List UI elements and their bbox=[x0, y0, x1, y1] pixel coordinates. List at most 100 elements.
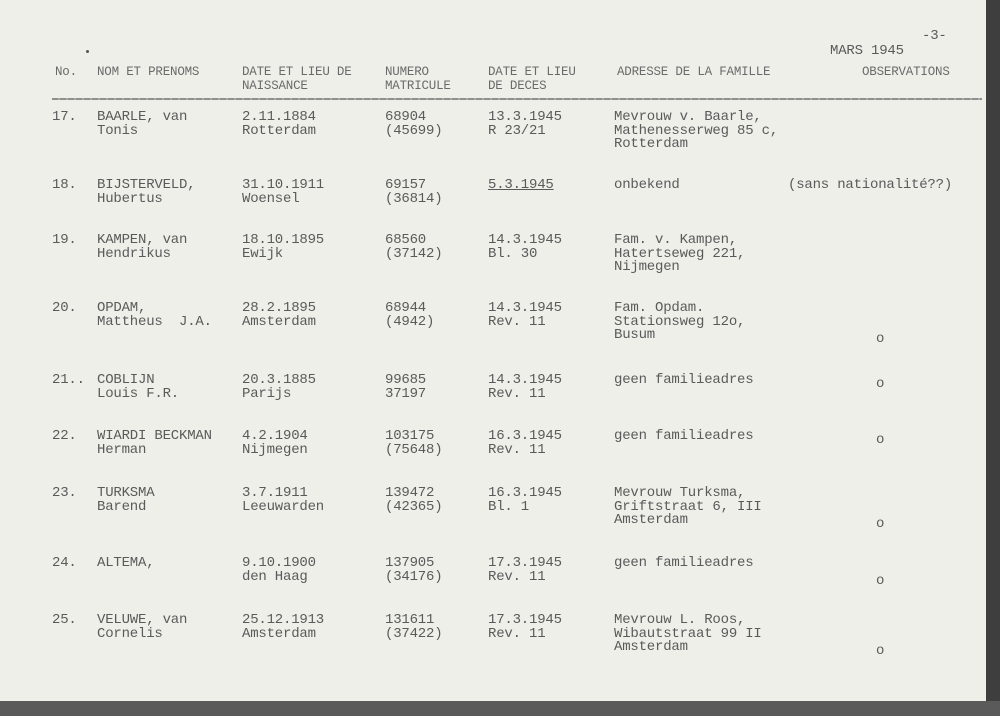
address-line: Amsterdam bbox=[614, 639, 688, 655]
cell-death: 17.3.1945 Rev. 11 bbox=[488, 612, 562, 642]
header-observations: OBSERVATIONS bbox=[862, 65, 950, 79]
cell-birth: 9.10.1900 den Haag bbox=[242, 556, 316, 585]
death-line: Rev. 11 bbox=[488, 625, 546, 642]
address-line: onbekend bbox=[614, 177, 680, 193]
header-address: ADRESSE DE LA FAMILLE bbox=[617, 65, 771, 79]
birth-line: Amsterdam bbox=[242, 313, 316, 330]
matricule-line: 68904 bbox=[385, 109, 427, 125]
birth-line: Parijs bbox=[242, 385, 292, 402]
cell-address: Fam. v. Kampen, Hatertseweg 221, Nijmegen bbox=[614, 232, 745, 275]
matricule-line: (4942) bbox=[385, 313, 435, 330]
cell-birth: 28.2.1895 Amsterdam bbox=[242, 301, 316, 330]
birth-line: Nijmegen bbox=[242, 441, 308, 458]
address-line: Mevrouw v. Baarle, bbox=[614, 109, 762, 125]
cell-address: geen familieadres bbox=[614, 555, 754, 571]
cell-name: BAARLE, van Tonis bbox=[97, 109, 188, 138]
cell-matricule: 69157 (36814) bbox=[385, 177, 443, 207]
cell-no: 18. bbox=[52, 177, 77, 193]
cell-address: geen familieadres bbox=[614, 373, 754, 388]
header-death: DATE ET LIEU DE DECES bbox=[488, 65, 576, 93]
cell-birth: 18.10.1895 Ewijk bbox=[242, 232, 325, 261]
cell-name: TURKSMA Barend bbox=[97, 486, 155, 514]
cell-name: KAMPEN, van Hendrikus bbox=[97, 233, 187, 262]
death-line: 13.3.1945 bbox=[488, 109, 562, 125]
address-line: geen familieadres bbox=[614, 555, 754, 571]
birth-line: Woensel bbox=[242, 190, 300, 207]
cell-matricule: 103175 (75648) bbox=[385, 429, 443, 458]
death-line: 16.3.1945 bbox=[488, 428, 562, 444]
table-row: 17. BAARLE, van Tonis 2.11.1884 Rotterdam 689… bbox=[0, 109, 986, 171]
cell-matricule: 68904 (45699) bbox=[385, 109, 443, 138]
death-line: 5.3.1945 bbox=[488, 177, 554, 193]
death-line: Rev. 11 bbox=[488, 441, 546, 458]
death-line: 17.3.1945 bbox=[488, 612, 562, 628]
birth-line: 20.3.1885 bbox=[242, 372, 316, 388]
cell-matricule: 137905 (34176) bbox=[385, 555, 443, 585]
birth-line: Leeuwarden bbox=[242, 498, 325, 515]
matricule-line: (34176) bbox=[385, 568, 443, 585]
name-line: VELUWE, van bbox=[97, 612, 188, 628]
death-line: 16.3.1945 bbox=[488, 485, 562, 501]
table-row: 23. TURKSMA Barend 3.7.1911 Leeuwarden 139472… bbox=[0, 485, 986, 547]
header-no: No. bbox=[55, 65, 77, 79]
page-number: -3- bbox=[922, 28, 947, 44]
name-line: Louis F.R. bbox=[97, 385, 180, 402]
cell-no: 25. bbox=[52, 612, 77, 628]
name-line: Cornelis bbox=[97, 625, 163, 642]
birth-line: 4.2.1904 bbox=[242, 428, 308, 444]
table-row: 25. VELUWE, van Cornelis 25.12.1913 Amsterda… bbox=[0, 612, 986, 674]
cell-death: 17.3.1945 Rev. 11 bbox=[488, 556, 562, 584]
cell-birth: 20.3.1885 Parijs bbox=[242, 372, 316, 402]
cell-name: ALTEMA, bbox=[97, 555, 155, 571]
cell-death: 14.3.1945 Rev. 11 bbox=[488, 301, 562, 330]
address-line: Mathenesserweg 85 c, bbox=[614, 122, 779, 139]
document-page: -3- MARS 1945 No. NOM ET PRENOMS DATE ET… bbox=[0, 0, 986, 701]
address-line: Fam. v. Kampen, bbox=[614, 232, 738, 248]
table-row: 19. KAMPEN, van Hendrikus 18.10.1895 Ewijk 68… bbox=[0, 232, 986, 294]
address-line: Busum bbox=[614, 327, 656, 343]
cell-matricule: 68560 (37142) bbox=[385, 233, 443, 261]
header-birth: DATE ET LIEU DE NAISSANCE bbox=[242, 65, 352, 93]
cell-birth: 4.2.1904 Nijmegen bbox=[242, 428, 308, 458]
address-line: Mevrouw Turksma, bbox=[614, 485, 746, 501]
table-row: 22. WIARDI BECKMAN Herman 4.2.1904 Nijmegen 1… bbox=[0, 428, 986, 490]
death-line: 14.3.1945 bbox=[488, 232, 562, 248]
address-line: Stationsweg 12o, bbox=[614, 313, 746, 330]
cell-observation: (sans nationalité??) bbox=[788, 177, 953, 193]
header-divider bbox=[52, 98, 982, 100]
death-line: Bl. 30 bbox=[488, 245, 538, 262]
death-line: Bl. 1 bbox=[488, 498, 530, 515]
cell-death: 14.3.1945 Bl. 30 bbox=[488, 232, 562, 262]
matricule-line: 68944 bbox=[385, 300, 427, 316]
matricule-line: (36814) bbox=[385, 190, 443, 207]
cell-death: 16.3.1945 Rev. 11 bbox=[488, 428, 562, 458]
name-line: ALTEMA, bbox=[97, 555, 155, 571]
address-line: geen familieadres bbox=[614, 428, 754, 444]
matricule-line: 37197 bbox=[385, 385, 427, 402]
cell-observation: o bbox=[876, 643, 885, 659]
cell-address: Mevrouw L. Roos, Wibautstraat 99 II Amster… bbox=[614, 613, 762, 655]
matricule-line: 137905 bbox=[385, 555, 435, 571]
matricule-line: 69157 bbox=[385, 177, 427, 193]
cell-birth: 25.12.1913 Amsterdam bbox=[242, 613, 324, 641]
cell-no: 23. bbox=[52, 485, 77, 501]
address-line: Rotterdam bbox=[614, 136, 688, 152]
header-matricule: NUMERO MATRICULE bbox=[385, 65, 451, 93]
cell-observation: o bbox=[876, 376, 885, 392]
cell-address: Mevrouw Turksma, Griftstraat 6, III Amster… bbox=[614, 485, 762, 528]
death-line: Rev. 11 bbox=[488, 313, 546, 330]
cell-death: 5.3.1945 bbox=[488, 177, 554, 193]
birth-line: 31.10.1911 bbox=[242, 177, 325, 193]
cell-no: 21.. bbox=[52, 372, 85, 388]
month-label: MARS 1945 bbox=[830, 43, 904, 59]
cell-name: BIJSTERVELD, Hubertus bbox=[97, 178, 196, 206]
cell-name: WIARDI BECKMAN Herman bbox=[97, 429, 212, 457]
name-line: Mattheus J.A. bbox=[97, 313, 212, 330]
birth-line: den Haag bbox=[242, 568, 308, 585]
cell-address: geen familieadres bbox=[614, 428, 754, 444]
matricule-line: 99685 bbox=[385, 372, 427, 388]
matricule-line: (75648) bbox=[385, 441, 443, 458]
name-line: BAARLE, van bbox=[97, 109, 188, 125]
birth-line: 18.10.1895 bbox=[242, 232, 325, 248]
name-line: Hendrikus bbox=[97, 245, 171, 262]
